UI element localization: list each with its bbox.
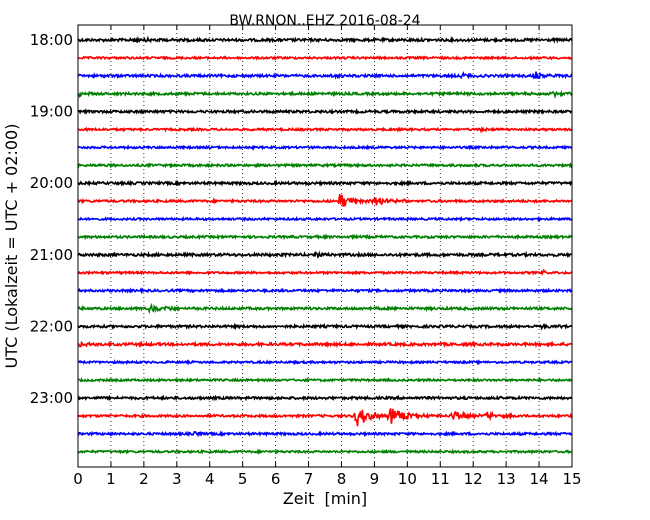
- x-tick-label: 11: [431, 470, 450, 488]
- y-tick-label: 18:00: [30, 31, 73, 49]
- trace-line-2145: [77, 302, 573, 315]
- x-tick-label: 5: [238, 470, 248, 488]
- trace-line-2045: [77, 233, 573, 241]
- trace-line-1930: [77, 144, 573, 151]
- trace-line-2300: [77, 394, 573, 402]
- trace-line-2115: [77, 268, 573, 276]
- trace-group: [77, 35, 573, 455]
- trace-line-2245: [77, 377, 573, 384]
- trace-line-2030: [77, 215, 573, 223]
- x-tick-label: 3: [172, 470, 182, 488]
- trace-line-2015: [77, 194, 573, 207]
- trace-line-1945: [77, 162, 573, 169]
- y-tick-label: 21:00: [30, 246, 73, 264]
- trace-line-2215: [77, 340, 573, 349]
- trace-line-2315: [77, 408, 573, 427]
- chart-title: BW.RNON..EHZ 2016-08-24: [229, 13, 420, 29]
- plot-frame: [77, 24, 573, 468]
- x-tick-label: 13: [497, 470, 516, 488]
- x-axis-ticks: 0 1 2 3 4 5 6 7 8 9 10 11 12 13 14 15: [73, 25, 582, 488]
- x-tick-label: 9: [370, 470, 380, 488]
- trace-line-2200: [77, 322, 573, 331]
- x-tick-label: 14: [530, 470, 549, 488]
- y-tick-label: 23:00: [30, 389, 73, 407]
- trace-line-1915: [77, 126, 573, 134]
- x-tick-label: 10: [398, 470, 417, 488]
- x-tick-label: 4: [205, 470, 215, 488]
- trace-line-2330: [77, 430, 573, 438]
- grid-lines: [110, 25, 540, 467]
- trace-line-1800: [77, 35, 573, 44]
- trace-line-1830: [77, 70, 573, 80]
- trace-line-2100: [77, 250, 573, 259]
- y-tick-label: 20:00: [30, 174, 73, 192]
- x-tick-label: 8: [337, 470, 347, 488]
- trace-line-2345: [77, 448, 573, 455]
- x-axis-label: Zeit [min]: [283, 489, 367, 508]
- trace-line-1815: [77, 54, 572, 61]
- y-tick-label: 19:00: [30, 103, 73, 121]
- trace-line-2230: [77, 359, 573, 366]
- x-tick-label: 12: [464, 470, 483, 488]
- x-tick-label: 1: [106, 470, 116, 488]
- trace-line-2130: [77, 287, 573, 295]
- x-tick-label: 0: [73, 470, 83, 488]
- trace-line-2000: [77, 179, 573, 187]
- trace-line-1900: [77, 107, 573, 116]
- y-axis-label: UTC (Lokalzeit = UTC + 02:00): [2, 124, 21, 369]
- x-tick-label: 15: [562, 470, 581, 488]
- x-tick-label: 6: [271, 470, 281, 488]
- y-tick-label: 22:00: [30, 317, 73, 335]
- x-tick-label: 2: [139, 470, 149, 488]
- y-axis-ticks: 18:00 19:00 20:00 21:00 22:00 23:00: [30, 31, 83, 407]
- x-tick-label: 7: [304, 470, 314, 488]
- trace-line-1845: [77, 89, 573, 99]
